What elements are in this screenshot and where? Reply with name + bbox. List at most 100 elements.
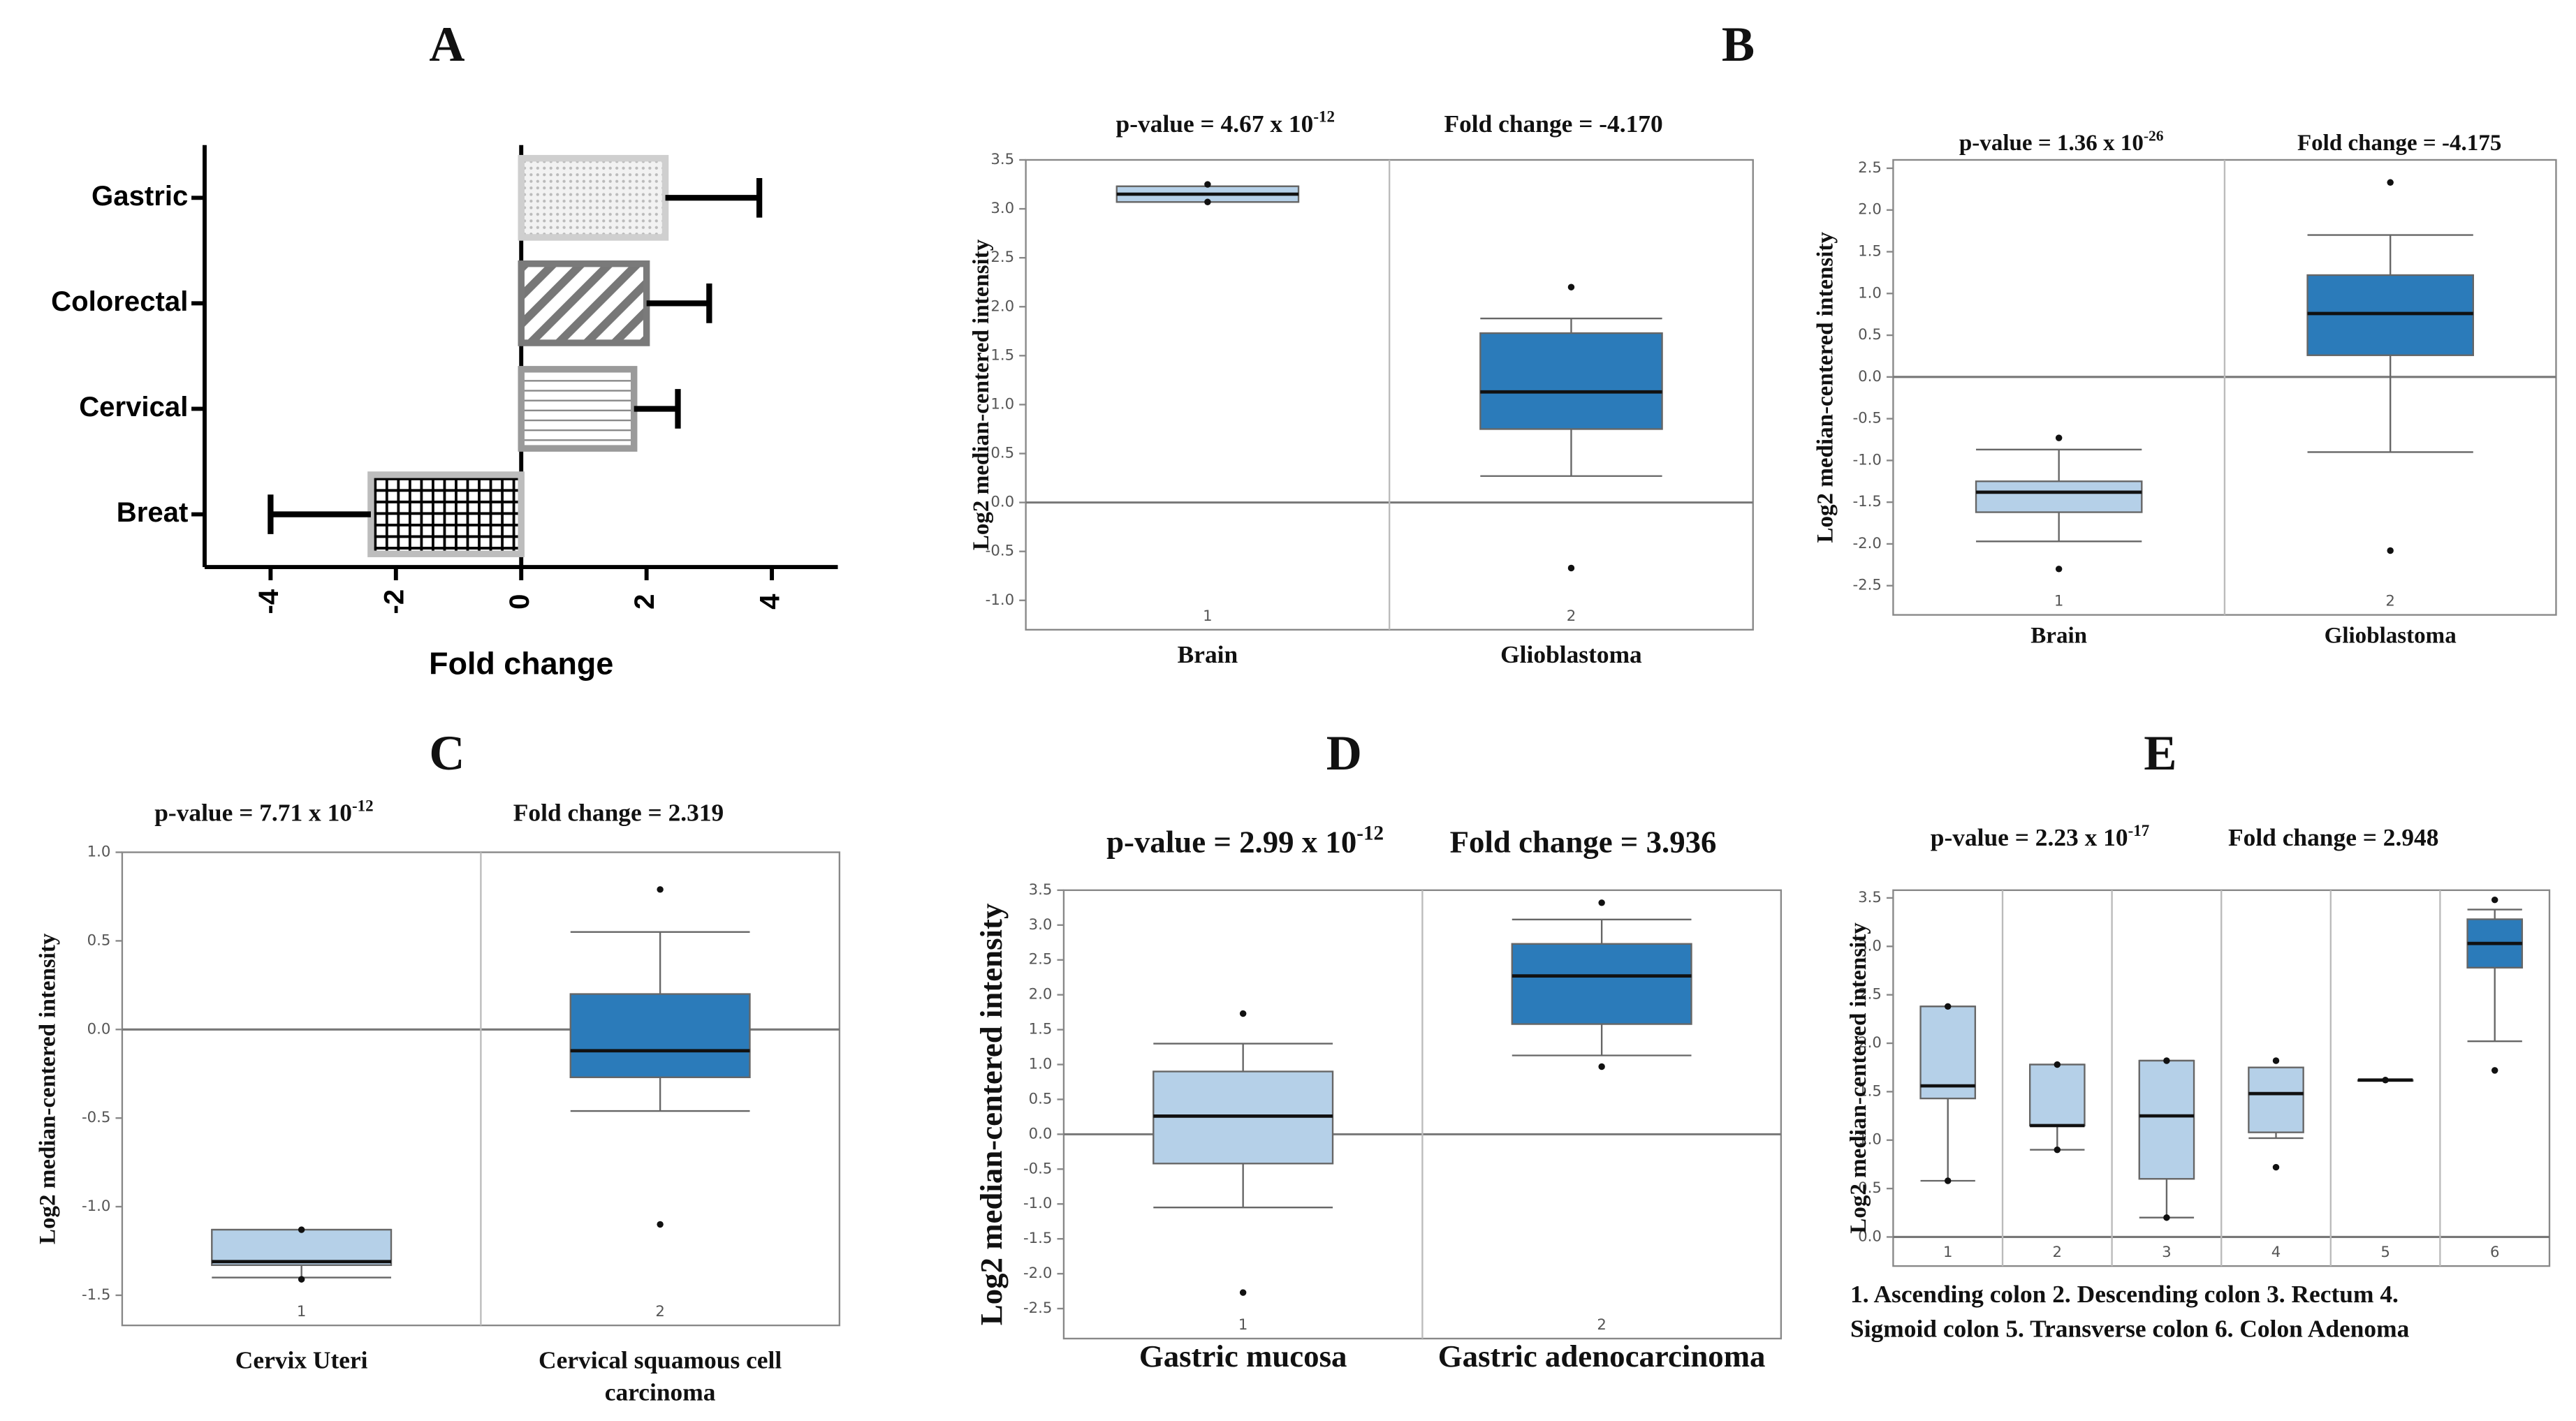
y-tick-label: 2.0	[1858, 1034, 1882, 1052]
group-number: 1	[297, 1303, 307, 1320]
x-tick-label: -2	[378, 589, 409, 614]
group-key: 1. Ascending colon 2. Descending colon 3…	[1850, 1280, 2410, 1343]
group-number: 2	[2053, 1244, 2063, 1261]
panel-letter: D	[1326, 726, 1362, 781]
box	[2028, 1063, 2086, 1127]
outlier	[2163, 1057, 2170, 1064]
outlier	[2387, 547, 2394, 554]
outlier	[2491, 1067, 2498, 1074]
outlier	[1567, 564, 1575, 572]
y-tick-label: 0.5	[1858, 326, 1882, 344]
outlier	[1239, 1289, 1247, 1296]
y-tick-label: Cervical	[79, 391, 188, 422]
outlier	[1944, 1177, 1952, 1184]
y-tick-label: 1.0	[990, 395, 1014, 413]
y-tick-label: -1.0	[1852, 451, 1881, 469]
p-value-text: p-value = 1.36 x 10	[1959, 131, 2144, 156]
box	[1479, 332, 1663, 430]
group-label: Glioblastoma	[2325, 624, 2457, 649]
y-tick-label: 3.0	[990, 200, 1014, 217]
outlier	[1944, 1003, 1952, 1010]
y-tick-label: 1.0	[1029, 1055, 1053, 1073]
fold-change: Fold change = 3.936	[1450, 825, 1717, 860]
y-tick-label: -0.5	[1023, 1160, 1052, 1177]
fold-change: Fold change = -4.175	[2297, 131, 2501, 156]
whisker	[2030, 1125, 2085, 1151]
p-value-text: p-value = 2.23 x 10	[1931, 823, 2128, 851]
box	[1511, 943, 1692, 1025]
y-tick-label: 3.5	[1858, 889, 1882, 906]
group-label: Cervix Uteri	[235, 1346, 368, 1374]
group-number: 2	[2385, 593, 2395, 610]
group-number: 1	[1203, 608, 1213, 625]
error-bar	[646, 284, 712, 323]
y-tick-label: 2.0	[990, 297, 1014, 315]
y-tick-label: 3.5	[1029, 881, 1053, 899]
error-bar	[634, 389, 681, 429]
fold-change: Fold change = 2.948	[2228, 823, 2438, 851]
p-value-exponent: -26	[2144, 128, 2164, 145]
group-label: Gastric adenocarcinoma	[1438, 1339, 1766, 1374]
y-tick-label: Gastric	[92, 180, 188, 212]
group-number: 1	[1943, 1244, 1953, 1261]
outlier	[2054, 1146, 2061, 1154]
group-label: Glioblastoma	[1500, 640, 1642, 668]
whisker	[212, 1265, 392, 1279]
whisker	[2307, 355, 2473, 453]
whisker	[1153, 1163, 1333, 1209]
whisker	[1976, 512, 2142, 543]
y-tick-label: Breat	[117, 496, 189, 528]
whisker	[2467, 967, 2522, 1043]
y-axis-title: Log2 median-centered intensity	[36, 933, 61, 1244]
y-tick-label: 1.0	[87, 844, 111, 861]
y-tick-label: 3.0	[1029, 916, 1053, 934]
whisker	[2467, 908, 2522, 920]
y-tick-label: 1.5	[1858, 1082, 1882, 1100]
y-tick-label: 2.5	[990, 249, 1014, 266]
bar	[367, 471, 525, 557]
outlier	[2055, 434, 2063, 441]
outlier	[1567, 284, 1575, 290]
y-tick-label: 2.5	[1858, 986, 1882, 1003]
p-value-text: p-value = 2.99 x 10	[1106, 825, 1356, 860]
y-tick-label: -2.0	[1852, 535, 1881, 552]
group-label: Brain	[2030, 624, 2087, 649]
y-tick-label: -1.5	[1852, 493, 1881, 510]
p-value: p-value = 4.67 x 10-12	[1116, 108, 1335, 138]
bar	[518, 154, 669, 241]
box	[569, 993, 751, 1078]
whisker	[1512, 1024, 1692, 1056]
p-value-exponent: -12	[1356, 823, 1384, 845]
bar	[518, 366, 638, 452]
p-value: p-value = 7.71 x 10-12	[154, 797, 373, 827]
bar	[518, 260, 650, 346]
group-number: 1	[2054, 593, 2064, 610]
y-tick-label: -1.5	[1023, 1230, 1052, 1247]
whisker	[1480, 317, 1662, 334]
outlier	[1598, 1063, 1605, 1070]
y-tick-label: 2.5	[1029, 951, 1053, 969]
y-tick-label: 3.0	[1858, 937, 1882, 955]
outlier	[2272, 1163, 2280, 1171]
x-tick-label: 4	[754, 594, 786, 610]
outlier	[2055, 566, 2063, 573]
x-tick-label: 0	[504, 594, 535, 610]
box	[211, 1228, 393, 1266]
y-tick-label: 0.0	[1029, 1125, 1053, 1142]
y-axis-title: Log2 median-centered intensity	[969, 239, 994, 550]
whisker	[1480, 429, 1662, 477]
y-tick-label: 0.5	[1029, 1090, 1053, 1107]
whisker	[2248, 1132, 2304, 1140]
whisker	[2139, 1179, 2195, 1218]
y-tick-label: 3.5	[990, 151, 1014, 168]
fold-change: Fold change = -4.170	[1444, 110, 1662, 138]
p-value: p-value = 2.23 x 10-17	[1931, 821, 2149, 851]
whisker	[1920, 1098, 1975, 1182]
y-axis-title: Log2 median-centered intensity	[1846, 922, 1871, 1234]
fold-change: Fold change = 2.319	[513, 799, 724, 827]
x-tick-label: 2	[629, 594, 660, 610]
y-tick-label: -1.0	[82, 1198, 110, 1215]
p-value: p-value = 2.99 x 10-12	[1106, 823, 1384, 860]
y-tick-label: 0.0	[990, 494, 1014, 511]
p-value-text: p-value = 4.67 x 10	[1116, 110, 1314, 138]
